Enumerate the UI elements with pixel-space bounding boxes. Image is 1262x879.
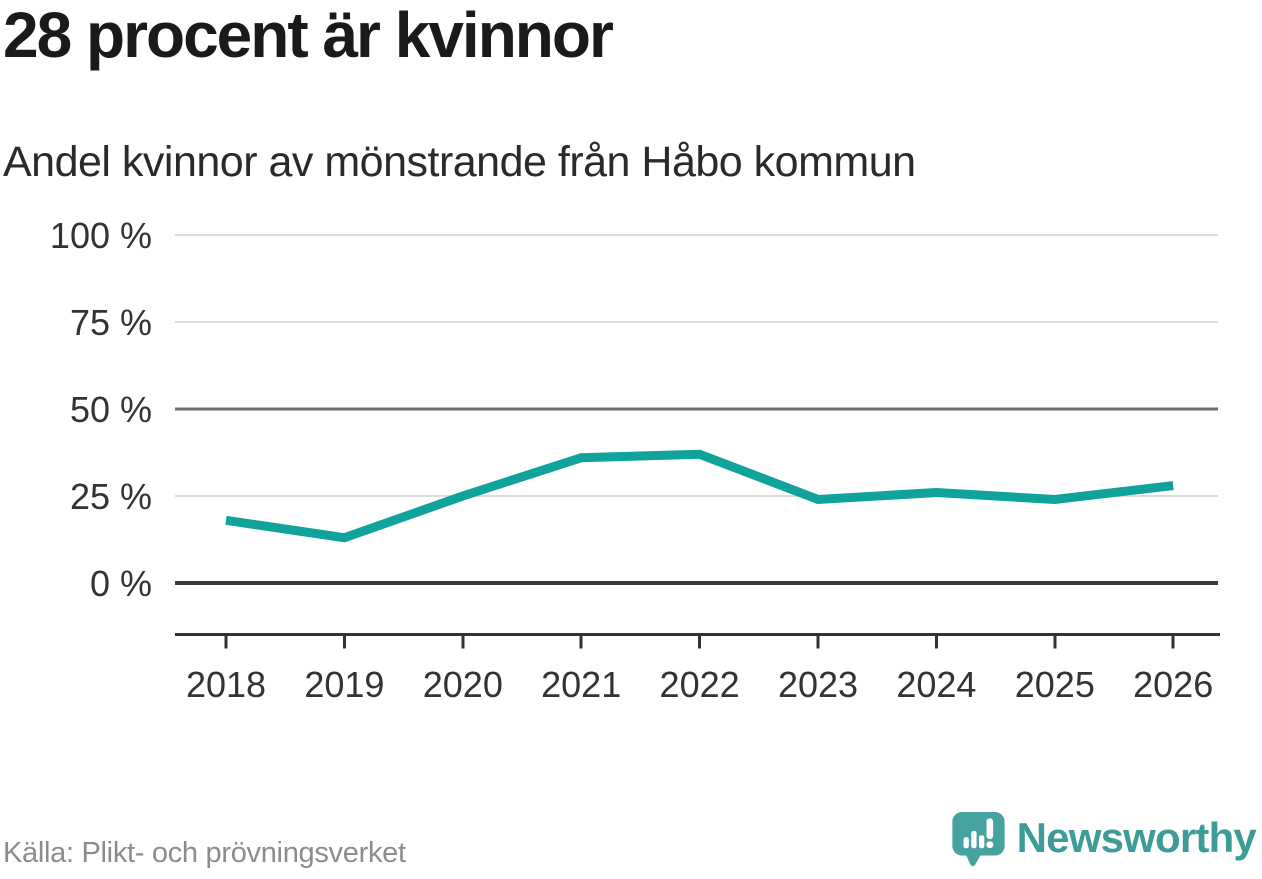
y-axis-label: 0 % bbox=[90, 563, 152, 604]
x-axis-label: 2022 bbox=[660, 664, 740, 705]
x-axis-label: 2023 bbox=[778, 664, 858, 705]
x-axis-label: 2024 bbox=[896, 664, 976, 705]
x-axis-label: 2026 bbox=[1133, 664, 1213, 705]
y-axis-label: 75 % bbox=[70, 302, 152, 343]
y-axis-label: 100 % bbox=[50, 215, 152, 256]
y-axis-label: 25 % bbox=[70, 476, 152, 517]
page-title: 28 procent är kvinnor bbox=[3, 0, 614, 71]
bar-chart-exclamation-speech-bubble-icon bbox=[951, 811, 1005, 867]
data-line-Andel kvinnor av mönstrande bbox=[225, 449, 1174, 543]
x-axis-label: 2020 bbox=[423, 664, 503, 705]
brand-name: Newsworthy bbox=[1016, 814, 1257, 861]
x-axis-label: 2019 bbox=[304, 664, 384, 705]
chart-subtitle: Andel kvinnor av mönstrande från Håbo ko… bbox=[3, 138, 916, 186]
x-axis-label: 2018 bbox=[186, 664, 266, 705]
x-axis-label: 2021 bbox=[541, 664, 621, 705]
source-note: Källa: Plikt- och prövningsverket bbox=[3, 837, 406, 869]
y-axis-label: 50 % bbox=[70, 389, 152, 430]
brand-lockup: Newsworthy bbox=[951, 811, 1257, 871]
x-axis-label: 2025 bbox=[1015, 664, 1095, 705]
